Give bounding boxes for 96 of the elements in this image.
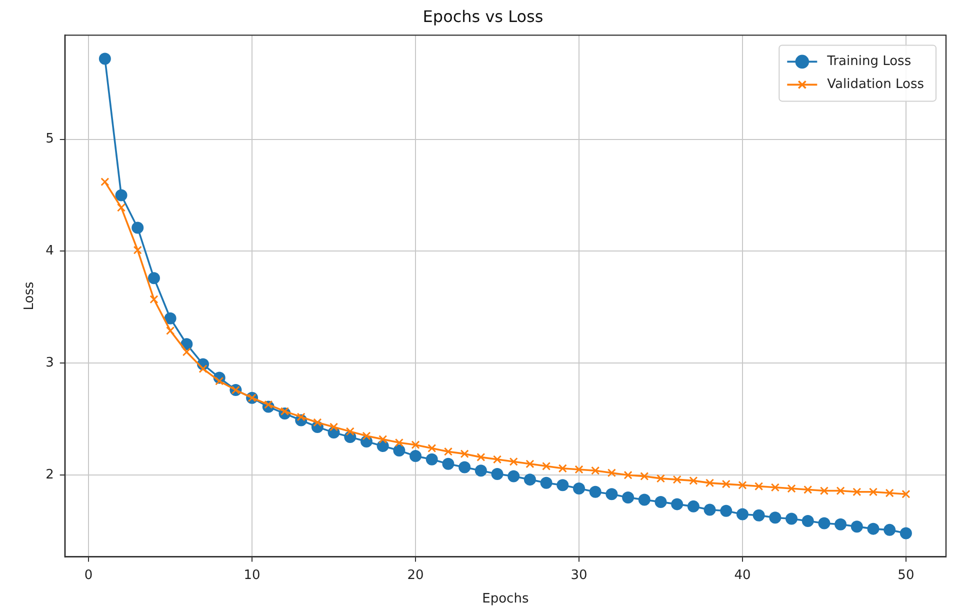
point	[573, 482, 585, 495]
point	[787, 484, 796, 493]
point	[671, 498, 684, 510]
point	[542, 462, 551, 470]
point	[591, 466, 600, 475]
point	[411, 440, 420, 450]
y-tick-label: 5	[46, 132, 54, 147]
point	[198, 364, 208, 374]
point	[540, 476, 552, 489]
point	[850, 520, 863, 533]
x-axis-title: Epochs	[482, 592, 529, 607]
point	[738, 480, 747, 490]
point	[640, 472, 649, 480]
point	[492, 455, 502, 464]
point	[508, 470, 520, 482]
point	[182, 348, 191, 356]
point	[362, 432, 371, 440]
point	[280, 407, 290, 416]
point	[754, 482, 764, 491]
point	[689, 476, 698, 485]
point	[558, 464, 567, 473]
point	[556, 479, 569, 492]
point	[100, 178, 110, 186]
point	[704, 504, 716, 516]
point	[654, 496, 667, 508]
point	[687, 500, 700, 512]
point	[786, 512, 798, 525]
point	[393, 444, 406, 456]
point	[852, 488, 862, 496]
chart-title: Epochs vs Loss	[422, 6, 544, 26]
x-tick-label: 50	[898, 568, 914, 583]
point	[378, 434, 388, 444]
point	[115, 189, 128, 202]
point	[491, 468, 504, 480]
point	[769, 512, 782, 524]
point	[867, 522, 880, 535]
point	[509, 457, 518, 466]
x-tick-label: 10	[244, 568, 260, 583]
y-axis-title: Loss	[22, 282, 38, 310]
point	[672, 475, 682, 484]
point	[606, 488, 618, 500]
point	[622, 491, 634, 504]
point	[346, 427, 354, 436]
point	[804, 485, 812, 494]
legend-label: Training Loss	[826, 54, 912, 70]
point	[460, 450, 469, 458]
x-tick-label: 40	[734, 568, 751, 583]
point	[476, 452, 486, 462]
point	[574, 465, 584, 474]
point	[884, 524, 896, 536]
point	[164, 312, 176, 324]
point	[148, 272, 160, 284]
point	[656, 474, 666, 483]
point	[868, 488, 878, 496]
legend-label: Validation Loss	[827, 77, 924, 92]
point	[132, 222, 144, 234]
point	[638, 494, 650, 506]
x-tick-label: 20	[407, 568, 424, 583]
point	[900, 527, 912, 540]
point	[720, 504, 732, 517]
point	[428, 444, 436, 453]
point	[116, 203, 126, 212]
point	[752, 509, 765, 522]
point	[836, 486, 845, 496]
point	[526, 460, 534, 468]
point	[426, 453, 438, 466]
point	[166, 326, 175, 335]
point	[133, 246, 142, 254]
point	[818, 517, 830, 530]
y-tick-label: 4	[46, 244, 54, 259]
y-tick-label: 3	[46, 356, 54, 371]
point	[330, 422, 338, 432]
point	[524, 474, 536, 486]
point	[770, 483, 780, 492]
point	[589, 486, 602, 498]
point	[722, 480, 730, 488]
point	[834, 518, 847, 530]
point	[885, 488, 894, 498]
point	[150, 295, 158, 304]
point	[474, 464, 487, 477]
point	[98, 52, 111, 65]
point	[394, 438, 404, 447]
point	[705, 478, 714, 488]
point	[410, 450, 422, 462]
point	[444, 447, 453, 456]
point	[802, 514, 814, 527]
point	[902, 490, 910, 498]
point	[820, 486, 828, 496]
y-tick-label: 2	[46, 467, 54, 482]
point	[442, 458, 454, 470]
point	[607, 468, 616, 478]
point	[458, 461, 471, 474]
point	[624, 470, 632, 480]
point	[736, 508, 748, 520]
x-tick-label: 0	[84, 568, 93, 583]
x-tick-label: 30	[570, 568, 588, 583]
